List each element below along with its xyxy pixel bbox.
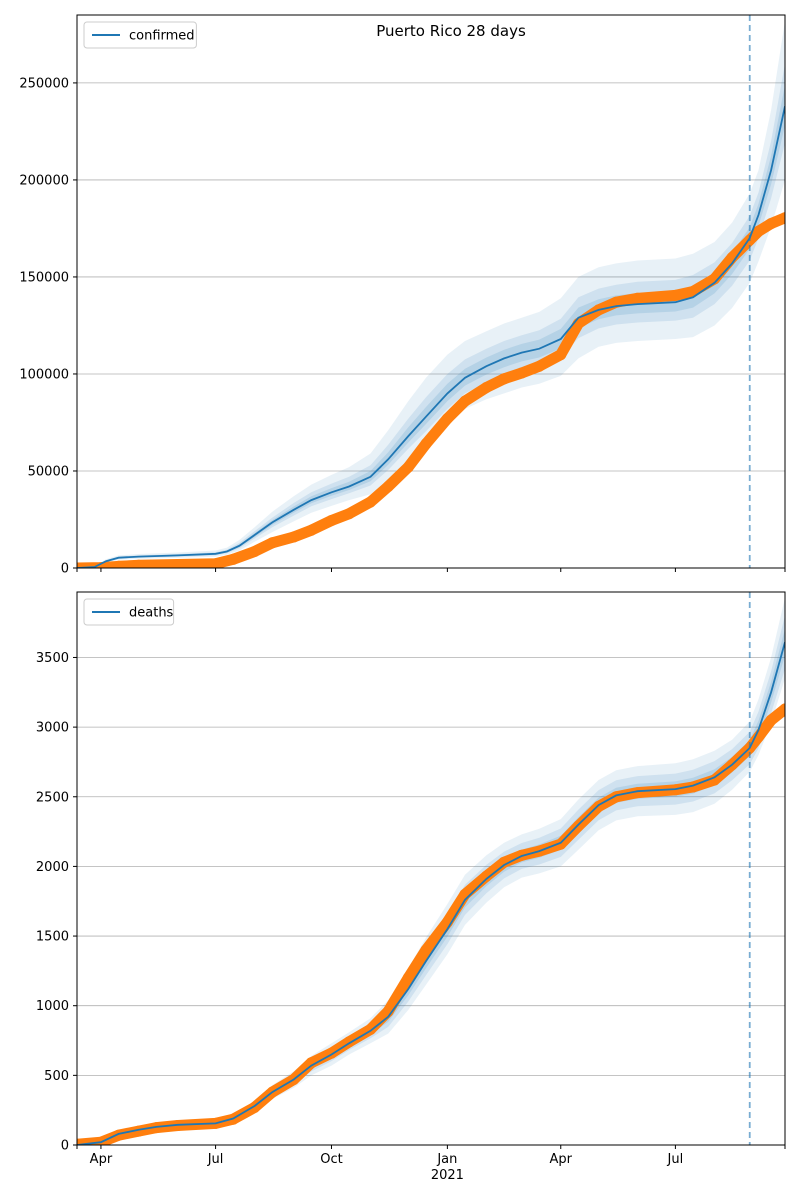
observed-point: [402, 972, 414, 984]
y-tick-label: 500: [44, 1069, 69, 1084]
observed-point: [516, 367, 528, 379]
observed-point: [498, 856, 510, 868]
observed-point: [227, 553, 239, 565]
observed-point: [266, 537, 278, 549]
y-tick-label: 0: [61, 1139, 69, 1154]
model-series-line: [77, 641, 785, 1145]
observed-point: [572, 820, 584, 832]
x-tick-label: Jul: [207, 1152, 224, 1167]
observed-point: [326, 515, 337, 526]
uncertainty-band-2: [77, 63, 785, 568]
observed-point: [753, 225, 764, 237]
y-tick-label: 250000: [19, 76, 69, 91]
uncertainty-band-1: [77, 597, 785, 1145]
legend-box: [83, 598, 175, 626]
observed-point: [95, 562, 107, 568]
y-tick-label: 2500: [36, 790, 69, 805]
x-tick-label: Apr: [90, 1152, 113, 1167]
plot-area: [77, 20, 785, 568]
observed-point: [343, 508, 355, 520]
observed-point: [382, 481, 394, 492]
y-tick-label: 0: [61, 562, 69, 577]
uncertainty-band-3: [77, 628, 785, 1145]
observed-point: [249, 546, 261, 557]
observed-point: [709, 774, 720, 786]
model-series-line: [77, 106, 785, 568]
observed-point: [480, 382, 492, 393]
y-tick-label: 1000: [36, 999, 69, 1014]
observed-point: [765, 218, 777, 230]
observed-point: [687, 286, 699, 297]
legend: deaths: [83, 598, 175, 626]
panel-1: 0 50000 100000 150000 200000 250000 Puerto Ric…: [19, 14, 786, 577]
observed-point: [441, 413, 453, 425]
observed-point: [533, 360, 545, 372]
legend-box: [83, 21, 197, 49]
legend: confirmed: [83, 21, 197, 49]
observed-point: [133, 1125, 145, 1137]
observed-point: [305, 524, 317, 536]
y-tick-label: 2000: [36, 860, 69, 875]
x-tick-label: Oct: [320, 1152, 342, 1167]
y-tick-label: 150000: [19, 270, 69, 285]
observed-point: [709, 273, 720, 285]
x-tick-label: Jul: [667, 1152, 684, 1167]
x-tick-label: Apr: [550, 1152, 573, 1167]
observed-point: [459, 395, 471, 407]
y-tick-label: 50000: [28, 464, 69, 479]
observed-point: [133, 559, 145, 568]
observed-point: [632, 787, 644, 799]
plot-area: [77, 597, 785, 1145]
observed-point: [288, 531, 300, 543]
x-tick-sublabel: 2021: [431, 1168, 464, 1183]
observed-point: [555, 349, 567, 361]
observed-point: [210, 558, 222, 568]
panel-2: 0 500 1000 1500 2000 2500 3000 3500 Apr Jul Oct Jan…: [36, 591, 786, 1183]
legend-label: deaths: [129, 606, 174, 621]
y-tick-label: 3500: [36, 651, 69, 666]
observed-point: [113, 560, 125, 568]
y-tick-label: 200000: [19, 173, 69, 188]
observed-point: [420, 438, 432, 450]
observed-point: [77, 1138, 83, 1145]
observed-point: [365, 496, 376, 508]
y-tick-label: 100000: [19, 367, 69, 382]
axes-frame: [76, 14, 786, 569]
observed-point: [420, 944, 432, 956]
observed-point: [669, 289, 681, 301]
chart-title: Puerto Rico 28 days: [376, 22, 526, 40]
observed-point: [305, 1057, 317, 1069]
observed-point: [172, 559, 184, 568]
observed-point: [498, 373, 510, 385]
observed-point: [632, 292, 644, 304]
y-tick-label: 1500: [36, 930, 69, 945]
observed-point: [77, 562, 83, 568]
observed-point: [765, 714, 777, 726]
x-tick-label: Jan: [436, 1152, 457, 1167]
axes-frame: [76, 591, 786, 1146]
observed-point: [402, 461, 414, 473]
legend-label: confirmed: [129, 29, 195, 44]
uncertainty-band-2: [77, 615, 785, 1145]
observed-point: [459, 888, 471, 900]
observed-point: [779, 212, 785, 224]
observed-point: [779, 703, 785, 715]
y-tick-label: 3000: [36, 721, 69, 736]
observed-point: [480, 870, 492, 882]
observed-point: [555, 838, 567, 850]
